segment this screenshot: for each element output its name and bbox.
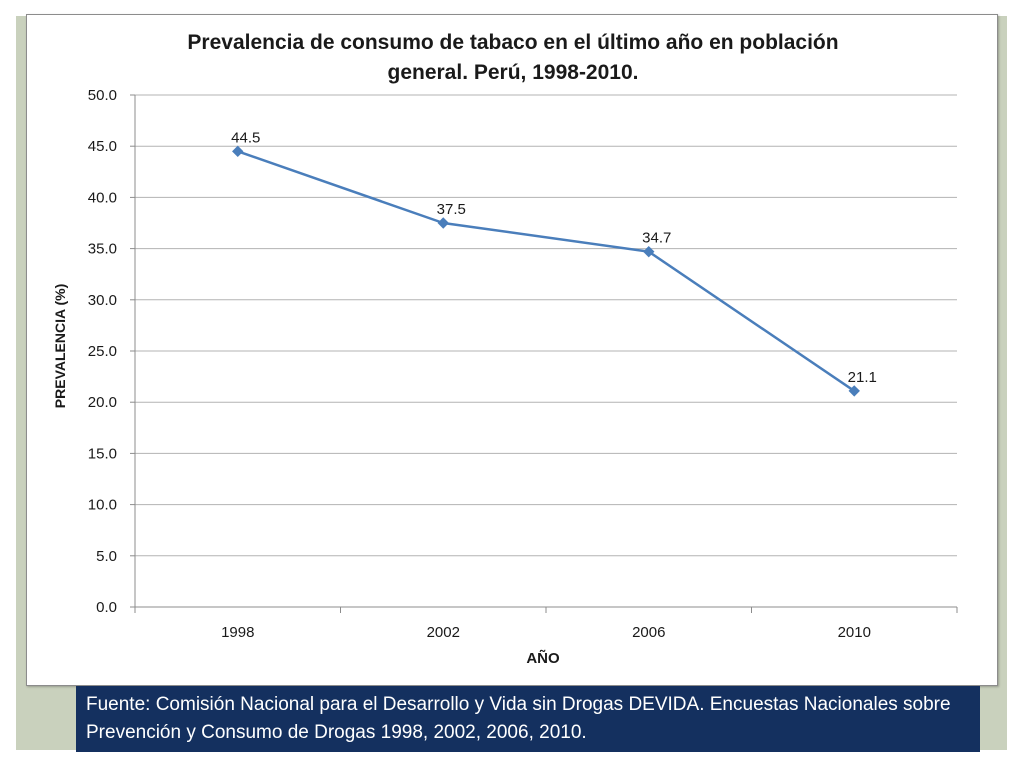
data-point-2006 [643,245,655,258]
data-label-1998: 44.5 [231,129,260,146]
data-labels: 44.5 37.5 34.7 21.1 [231,129,877,386]
frame-left-border [16,16,26,750]
data-label-2006: 34.7 [642,230,671,247]
x-tick-label-1998: 1998 [221,624,254,641]
x-tick-labels: 1998 2002 2006 2010 [221,624,871,641]
gridlines [135,94,957,557]
y-tick-label-0: 0.0 [96,599,117,616]
y-tick-label-4: 20.0 [88,394,117,411]
chart-title-line1: Prevalencia de consumo de tabaco en el ú… [187,31,838,54]
y-tick-label-3: 15.0 [88,445,117,462]
chart-title-line2: general. Perú, 1998-2010. [388,61,639,84]
data-point-2010 [848,385,860,397]
x-axis-label: AÑO [526,649,560,667]
frame-right-border [997,16,1007,750]
line-chart: Prevalencia de consumo de tabaco en el ú… [52,31,958,667]
source-note: Fuente: Comisión Nacional para el Desarr… [76,686,980,752]
x-tick-label-2002: 2002 [427,624,460,641]
data-point-1998 [232,145,244,158]
series-line [232,145,860,397]
y-tick-label-8: 40.0 [88,189,117,206]
source-text: Fuente: Comisión Nacional para el Desarr… [86,694,951,743]
x-tick-label-2010: 2010 [838,624,871,641]
y-tick-label-1: 5.0 [96,548,117,565]
series-line-0 [237,150,855,392]
y-tick-label-10: 50.0 [88,87,117,104]
y-tick-label-2: 10.0 [88,497,117,514]
data-label-2010: 21.1 [848,369,877,386]
data-label-2002: 37.5 [437,201,466,218]
x-tick-label-2006: 2006 [632,624,665,641]
y-axis-label: PREVALENCIA (%) [52,284,68,408]
y-tick-label-5: 25.0 [88,343,117,360]
axes [130,94,958,613]
chart-container: Prevalencia de consumo de tabaco en el ú… [26,14,998,686]
y-tick-labels: 0.0 5.0 10.0 15.0 20.0 25.0 30.0 35.0 40.0 45.0 50… [88,87,117,616]
y-tick-label-6: 30.0 [88,292,117,309]
data-point-2002 [437,217,449,229]
y-tick-label-9: 45.0 [88,138,117,155]
y-tick-label-7: 35.0 [88,241,117,258]
